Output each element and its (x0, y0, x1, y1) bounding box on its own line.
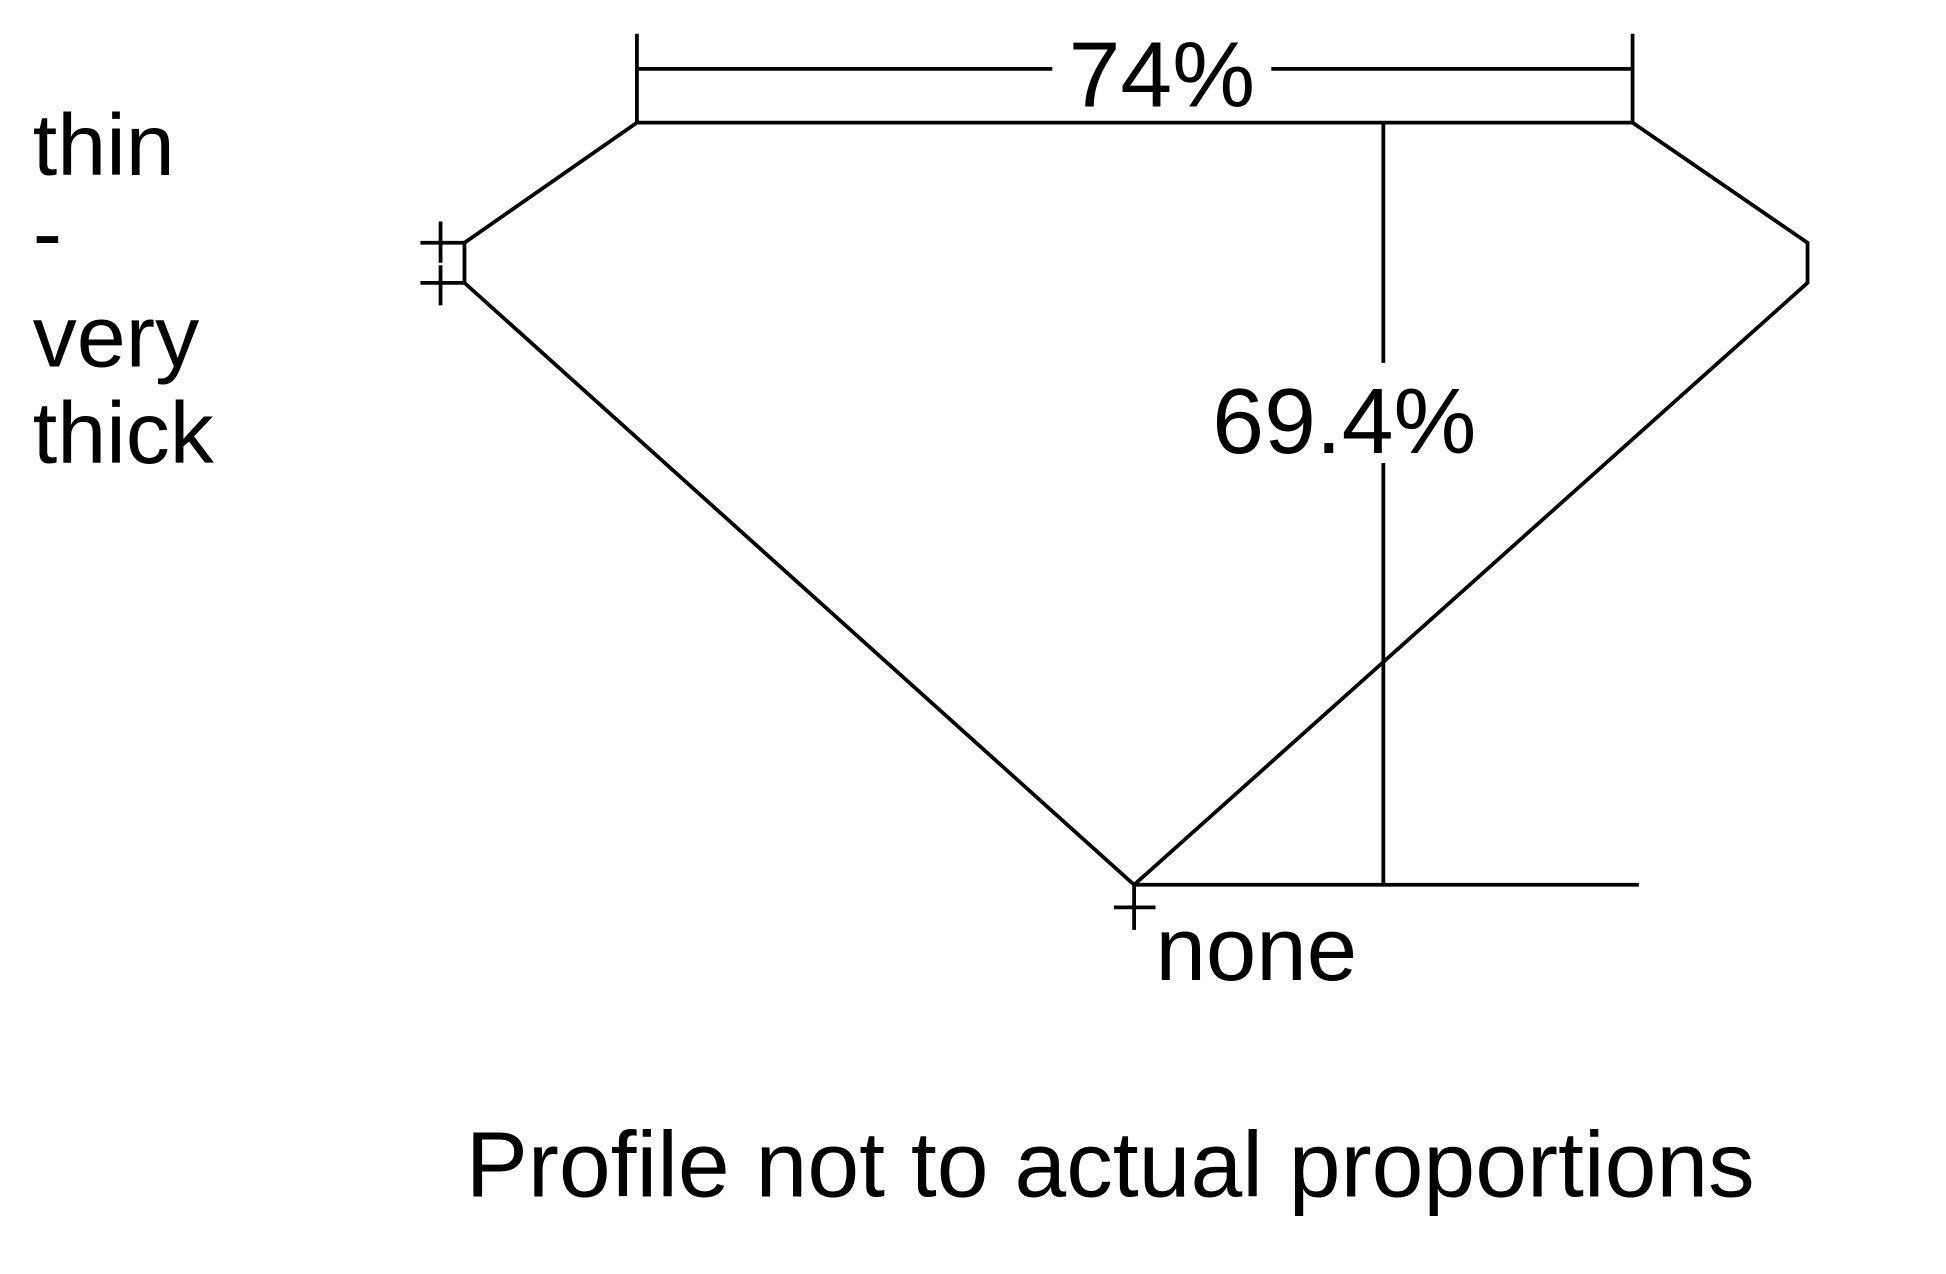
table-width-label: 74% (1069, 23, 1255, 127)
culet-marker (1113, 886, 1156, 930)
girdle-label-line: thick (33, 383, 215, 482)
girdle-label-line: thin (33, 95, 175, 194)
girdle-label-line: - (33, 183, 62, 282)
girdle-label-line: very (33, 287, 200, 386)
depth-dimension: 69.4% (1134, 122, 1639, 887)
proportions-note: Profile not to actual proportions (466, 1113, 1755, 1217)
profile-outline (462, 120, 1810, 888)
girdle-markers (420, 221, 465, 306)
girdle-label: thin - very thick (33, 95, 215, 482)
culet-label: none (1156, 899, 1358, 1000)
table-width-dimension: 74% (635, 23, 1635, 127)
depth-label: 69.4% (1212, 369, 1476, 473)
